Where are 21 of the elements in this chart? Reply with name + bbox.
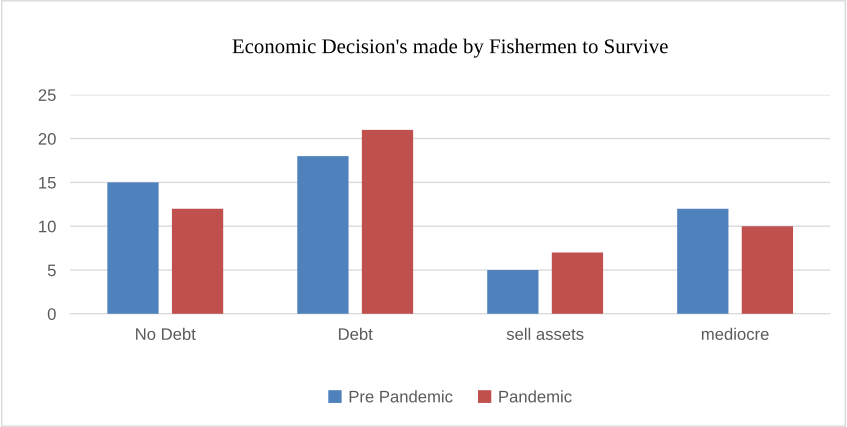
bar [107, 182, 159, 314]
x-tick-label: mediocre [702, 328, 769, 340]
bar [487, 270, 538, 314]
y-tick-label: 25 [38, 89, 56, 101]
bar [742, 226, 794, 314]
x-tick-label: Debt [338, 328, 373, 340]
y-tick-label: 0 [48, 308, 56, 320]
bar [297, 156, 349, 314]
x-tick-label: sell assets [506, 328, 584, 340]
y-tick-label: 15 [39, 176, 56, 189]
y-tick-label: 10 [39, 220, 56, 232]
y-tick-label: 5 [48, 264, 56, 276]
legend-label: Pre Pandemic [350, 390, 453, 403]
chart-title: Economic Decision's made by Fishermen to Survive [232, 38, 668, 58]
bar [172, 208, 224, 314]
legend-label: Pandemic [499, 390, 572, 403]
x-tick-label: No Debt [136, 328, 196, 340]
y-tick-label: 20 [38, 133, 56, 145]
bar [362, 130, 414, 314]
bar [677, 208, 728, 314]
bar [552, 252, 604, 314]
